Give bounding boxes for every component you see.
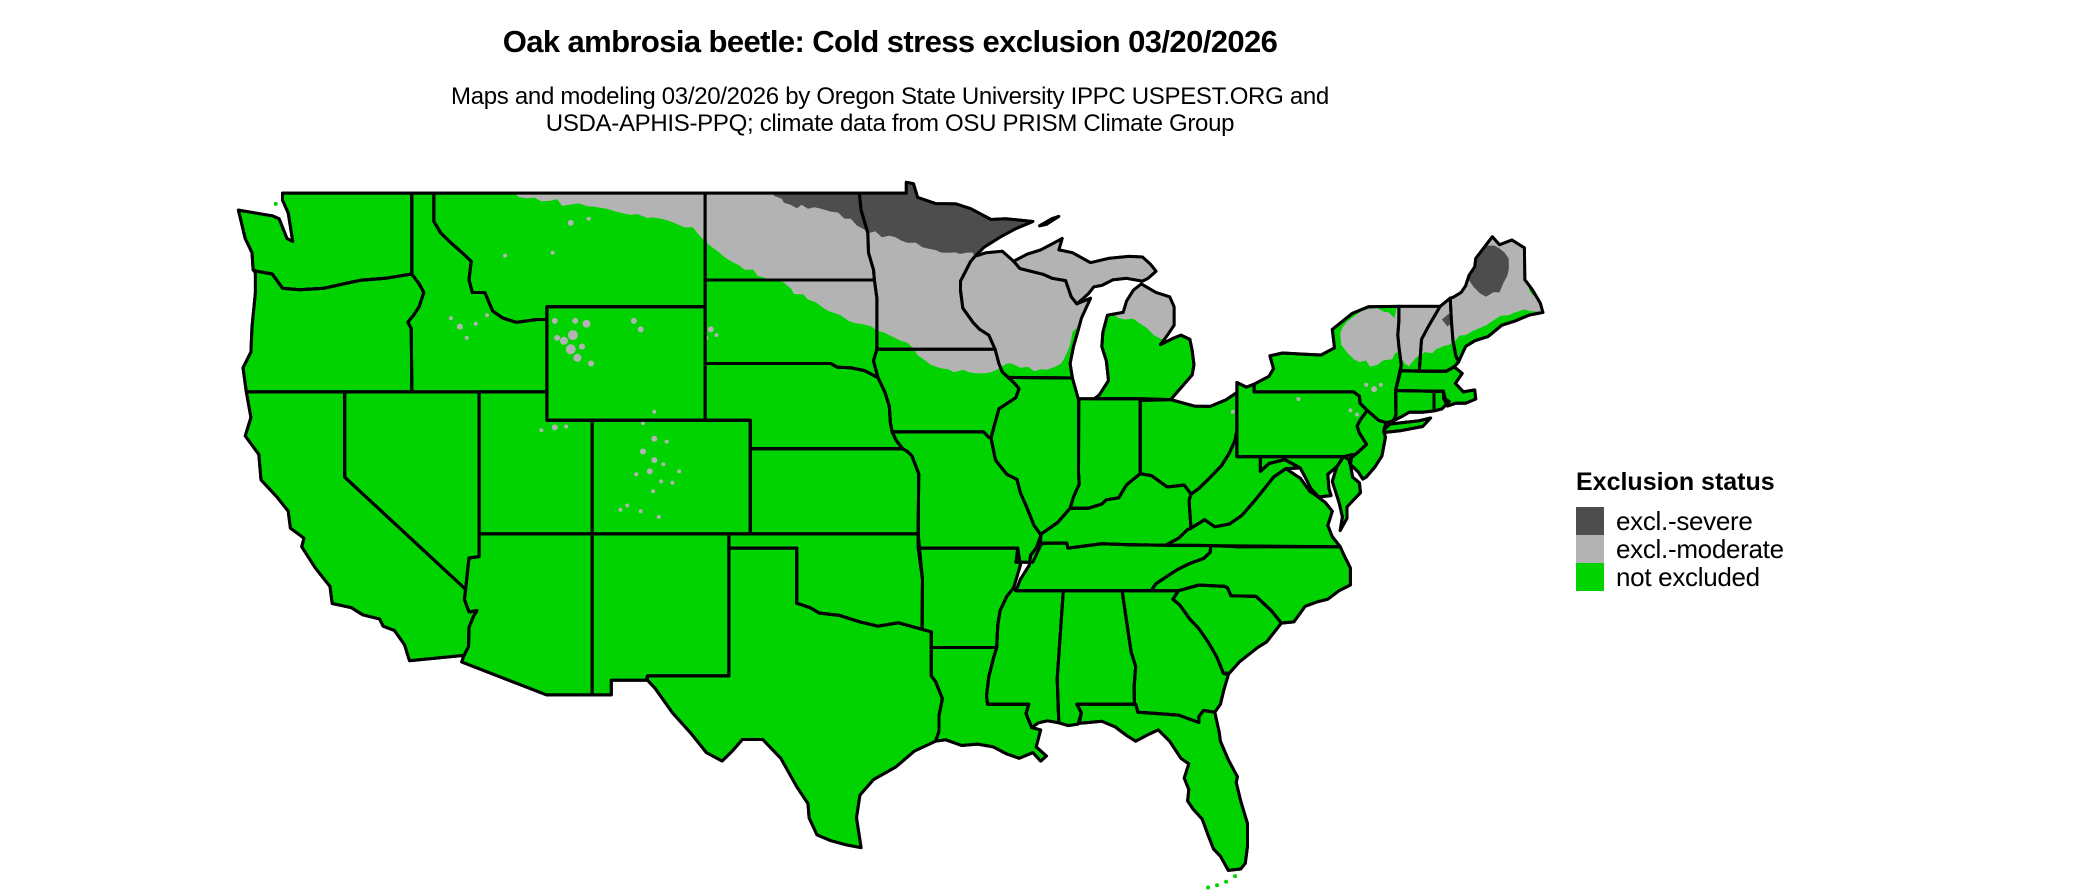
- moderate-speckle: [1355, 412, 1360, 417]
- moderate-speckle: [659, 479, 664, 484]
- state-border-wi: [959, 249, 1092, 380]
- moderate-speckle: [1230, 409, 1235, 414]
- moderate-speckle: [677, 469, 682, 474]
- state-border-li: [1382, 416, 1433, 434]
- moderate-speckle: [640, 448, 646, 455]
- moderate-speckle: [554, 334, 561, 341]
- moderate-speckle: [1296, 397, 1301, 401]
- moderate-speckle: [579, 343, 585, 350]
- not-excluded-swatch: [1576, 563, 1604, 591]
- moderate-speckle: [573, 353, 582, 362]
- moderate-speckle: [567, 330, 578, 341]
- state-border-isle: [1038, 214, 1061, 228]
- moderate-speckle: [564, 424, 569, 429]
- moderate-speckle: [567, 219, 574, 226]
- moderate-speckle: [473, 321, 478, 326]
- moderate-speckle: [652, 409, 657, 414]
- moderate-speckle: [586, 216, 591, 221]
- state-border-mil: [1093, 282, 1196, 402]
- map-subtitle-line1: Maps and modeling 03/20/2026 by Oregon S…: [451, 83, 1329, 110]
- moderate-speckle: [625, 503, 630, 508]
- moderate-speckle: [638, 509, 643, 514]
- moderate-speckle: [656, 514, 661, 519]
- states-fill-layer: [236, 180, 1545, 872]
- moderate-speckle: [1371, 386, 1378, 393]
- moderate-speckle: [456, 323, 463, 330]
- state-shape-ks: [748, 447, 921, 536]
- island-dot: [1233, 874, 1238, 879]
- legend-item-not-excluded: not excluded: [1576, 561, 1784, 592]
- map-subtitle-line2: USDA-APHIS-PPQ; climate data from OSU PR…: [545, 110, 1235, 137]
- moderate-speckle: [464, 335, 469, 340]
- moderate-speckle: [588, 360, 594, 367]
- island-dot: [1224, 879, 1229, 884]
- moderate-speckle: [670, 480, 675, 485]
- state-shape-co: [590, 418, 752, 536]
- state-border-fl: [1075, 702, 1249, 872]
- moderate-speckle: [1378, 382, 1383, 387]
- island-dot: [1206, 885, 1210, 890]
- state-shape-pa: [1235, 381, 1369, 461]
- state-border-tx: [646, 546, 944, 850]
- state-border-nc: [1149, 543, 1352, 625]
- legend-label-severe: excl.-severe: [1616, 505, 1753, 536]
- state-border-az: [460, 532, 594, 697]
- moderate-speckle: [539, 428, 544, 433]
- moderate-speckle: [551, 317, 558, 324]
- legend-label-not-excluded: not excluded: [1616, 561, 1760, 592]
- exclusion-legend: Exclusion status excl.-severe excl.-mode…: [1576, 468, 1784, 592]
- moderate-speckle: [651, 457, 658, 464]
- state-shape-or: [241, 268, 426, 394]
- legend-label-moderate: excl.-moderate: [1616, 533, 1784, 564]
- legend-item-severe: excl.-severe: [1576, 505, 1784, 536]
- moderate-speckle: [630, 317, 637, 324]
- moderate-speckle: [551, 424, 558, 431]
- moderate-speckle: [448, 316, 453, 321]
- moderate-speckle: [503, 253, 508, 258]
- moderate-speckle: [651, 489, 656, 494]
- severe-swatch: [1576, 507, 1604, 535]
- moderate-speckle: [565, 344, 576, 355]
- moderate-speckle: [661, 462, 666, 467]
- state-border-me: [1448, 235, 1545, 363]
- state-shape-fl: [1075, 702, 1249, 872]
- moderate-speckle: [582, 319, 591, 328]
- moderate-speckle: [1348, 408, 1353, 413]
- island-dot: [273, 201, 278, 206]
- moderate-speckle: [637, 326, 644, 333]
- moderate-speckle: [651, 435, 658, 442]
- map-title: Oak ambrosia beetle: Cold stress exclusi…: [502, 24, 1278, 59]
- state-borders-layer: [236, 180, 1545, 872]
- moderate-speckle: [1364, 382, 1369, 387]
- moderate-speckle: [646, 468, 653, 475]
- island-dot: [1215, 883, 1219, 888]
- moderate-speckle: [707, 326, 714, 333]
- moderate-speckle: [559, 336, 568, 345]
- moderate-speckle: [550, 250, 555, 255]
- moderate-speckle: [618, 507, 623, 512]
- moderate-speckle: [485, 313, 489, 318]
- moderate-swatch: [1576, 535, 1604, 563]
- moderate-speckle: [714, 333, 719, 338]
- state-border-miu: [1012, 237, 1158, 306]
- moderate-speckle: [664, 439, 669, 444]
- state-shape-wy: [545, 305, 707, 422]
- legend-item-moderate: excl.-moderate: [1576, 533, 1784, 564]
- moderate-speckle: [641, 421, 645, 426]
- moderate-speckle: [572, 317, 579, 324]
- state-border-ma: [1394, 365, 1478, 408]
- state-border-nj: [1347, 408, 1388, 481]
- moderate-speckle: [634, 472, 639, 477]
- state-shape-nm: [590, 532, 731, 697]
- legend-title: Exclusion status: [1576, 468, 1775, 496]
